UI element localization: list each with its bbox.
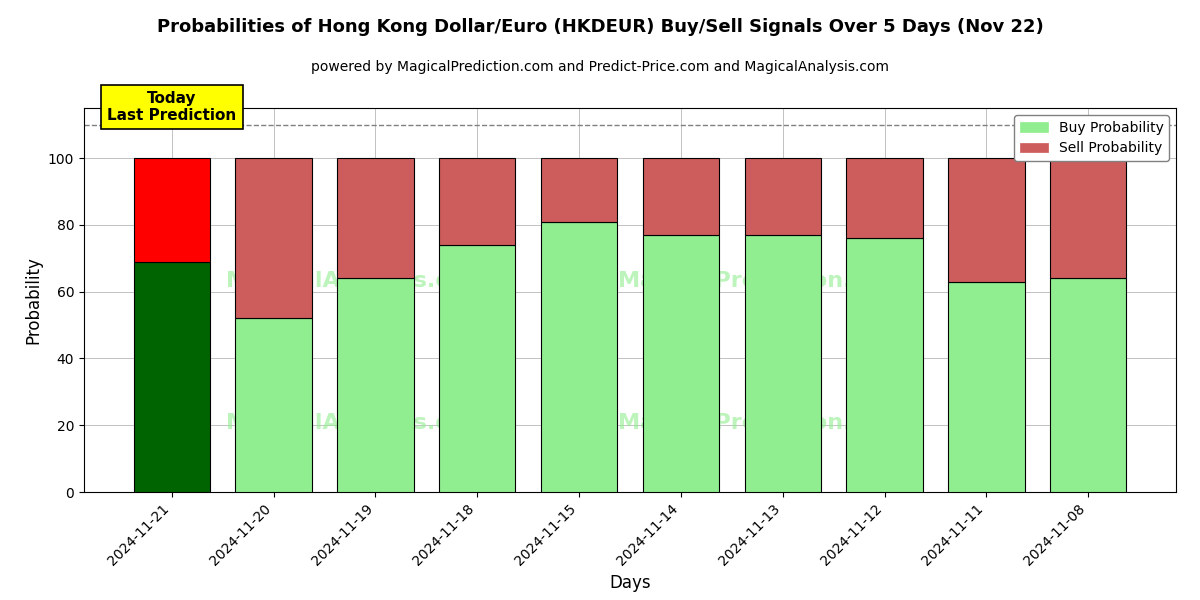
X-axis label: Days: Days: [610, 574, 650, 592]
Bar: [948, 158, 1025, 281]
Bar: [541, 221, 617, 492]
Bar: [846, 238, 923, 492]
Text: MagicalAnalysis.com: MagicalAnalysis.com: [227, 413, 487, 433]
Bar: [439, 158, 516, 245]
Bar: [744, 235, 821, 492]
Bar: [439, 245, 516, 492]
Bar: [133, 262, 210, 492]
Bar: [235, 319, 312, 492]
Bar: [235, 158, 312, 319]
Bar: [744, 158, 821, 235]
Text: MagicalPrediction.com: MagicalPrediction.com: [618, 413, 904, 433]
Text: Probabilities of Hong Kong Dollar/Euro (HKDEUR) Buy/Sell Signals Over 5 Days (No: Probabilities of Hong Kong Dollar/Euro (…: [157, 18, 1043, 36]
Bar: [846, 158, 923, 238]
Bar: [337, 158, 414, 278]
Text: powered by MagicalPrediction.com and Predict-Price.com and MagicalAnalysis.com: powered by MagicalPrediction.com and Pre…: [311, 60, 889, 74]
Bar: [948, 281, 1025, 492]
Bar: [1050, 158, 1127, 278]
Bar: [133, 158, 210, 262]
Bar: [1050, 278, 1127, 492]
Y-axis label: Probability: Probability: [24, 256, 42, 344]
Text: Today
Last Prediction: Today Last Prediction: [107, 91, 236, 123]
Bar: [643, 235, 719, 492]
Legend: Buy Probability, Sell Probability: Buy Probability, Sell Probability: [1014, 115, 1169, 161]
Bar: [643, 158, 719, 235]
Bar: [541, 158, 617, 221]
Bar: [337, 278, 414, 492]
Text: MagicalAnalysis.com: MagicalAnalysis.com: [227, 271, 487, 291]
Text: MagicalPrediction.com: MagicalPrediction.com: [618, 271, 904, 291]
